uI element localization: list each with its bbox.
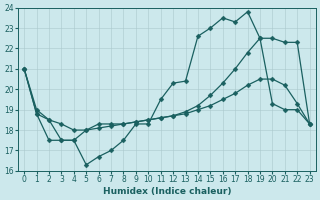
X-axis label: Humidex (Indice chaleur): Humidex (Indice chaleur) [103, 187, 231, 196]
